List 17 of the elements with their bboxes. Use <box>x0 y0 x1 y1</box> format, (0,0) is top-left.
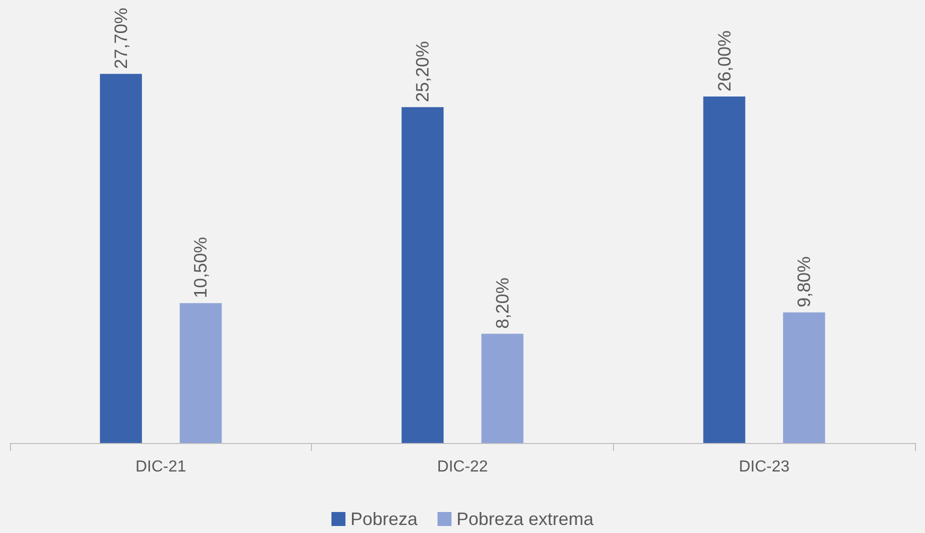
legend-label: Pobreza extrema <box>456 509 595 529</box>
bar <box>783 312 826 443</box>
data-label: 26,00% <box>714 30 734 92</box>
bar <box>100 74 142 443</box>
bar <box>481 334 524 443</box>
data-label: 10,50% <box>190 237 211 298</box>
data-label: 8,20% <box>492 278 512 329</box>
bar <box>180 303 222 443</box>
x-tick-label: DIC-22 <box>437 458 488 476</box>
bar <box>703 96 746 443</box>
x-tick-label: DIC-23 <box>738 458 790 476</box>
data-label: 9,80% <box>794 256 814 308</box>
data-label: 25,20% <box>412 41 433 102</box>
bar <box>402 107 444 443</box>
x-tick-label: DIC-21 <box>135 458 186 476</box>
legend-label: Pobreza <box>350 509 418 529</box>
data-label: 27,70% <box>110 8 131 69</box>
